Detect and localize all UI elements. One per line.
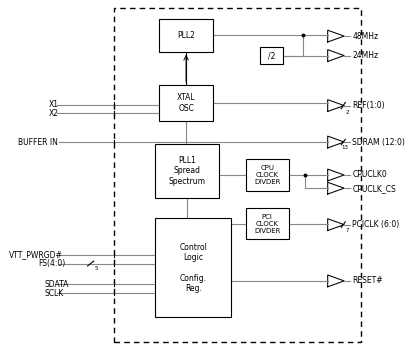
FancyBboxPatch shape xyxy=(155,218,231,317)
Text: BUFFER IN: BUFFER IN xyxy=(18,138,58,147)
FancyBboxPatch shape xyxy=(260,47,282,64)
Text: 5: 5 xyxy=(94,266,98,271)
Text: VTT_PWRGD#: VTT_PWRGD# xyxy=(9,250,63,259)
Text: 24MHz: 24MHz xyxy=(352,51,378,60)
Text: RESET#: RESET# xyxy=(352,276,383,285)
Text: 2: 2 xyxy=(345,110,349,115)
FancyBboxPatch shape xyxy=(246,159,289,191)
FancyBboxPatch shape xyxy=(159,85,213,121)
Text: SDRAM (12:0): SDRAM (12:0) xyxy=(352,138,405,147)
Text: PLL1
Spread
Spectrum: PLL1 Spread Spectrum xyxy=(168,156,206,186)
Text: 13: 13 xyxy=(341,146,349,150)
Text: /2: /2 xyxy=(268,51,275,60)
Text: PLL2: PLL2 xyxy=(177,31,195,40)
Text: SDATA: SDATA xyxy=(44,280,69,289)
Text: PCI
CLOCK
DIVDER: PCI CLOCK DIVDER xyxy=(254,214,280,233)
Text: Control
Logic

Config.
Reg.: Control Logic Config. Reg. xyxy=(179,243,207,293)
Text: FS(4:0): FS(4:0) xyxy=(38,259,66,268)
Text: PCICLK (6:0): PCICLK (6:0) xyxy=(352,220,400,229)
Text: XTAL
OSC: XTAL OSC xyxy=(177,93,195,113)
Text: 7: 7 xyxy=(345,228,349,233)
Text: 48MHz: 48MHz xyxy=(352,32,378,41)
Text: CPUCLK_CS: CPUCLK_CS xyxy=(352,184,396,193)
Text: CPU
CLOCK
DIVDER: CPU CLOCK DIVDER xyxy=(254,165,280,185)
Text: X2: X2 xyxy=(49,109,59,118)
FancyBboxPatch shape xyxy=(246,208,289,239)
FancyBboxPatch shape xyxy=(159,19,213,52)
FancyBboxPatch shape xyxy=(155,144,219,197)
Text: REF(1:0): REF(1:0) xyxy=(352,101,385,110)
Text: X1: X1 xyxy=(49,100,59,109)
Text: SCLK: SCLK xyxy=(44,288,64,298)
Text: CPUCLK0: CPUCLK0 xyxy=(352,170,387,180)
